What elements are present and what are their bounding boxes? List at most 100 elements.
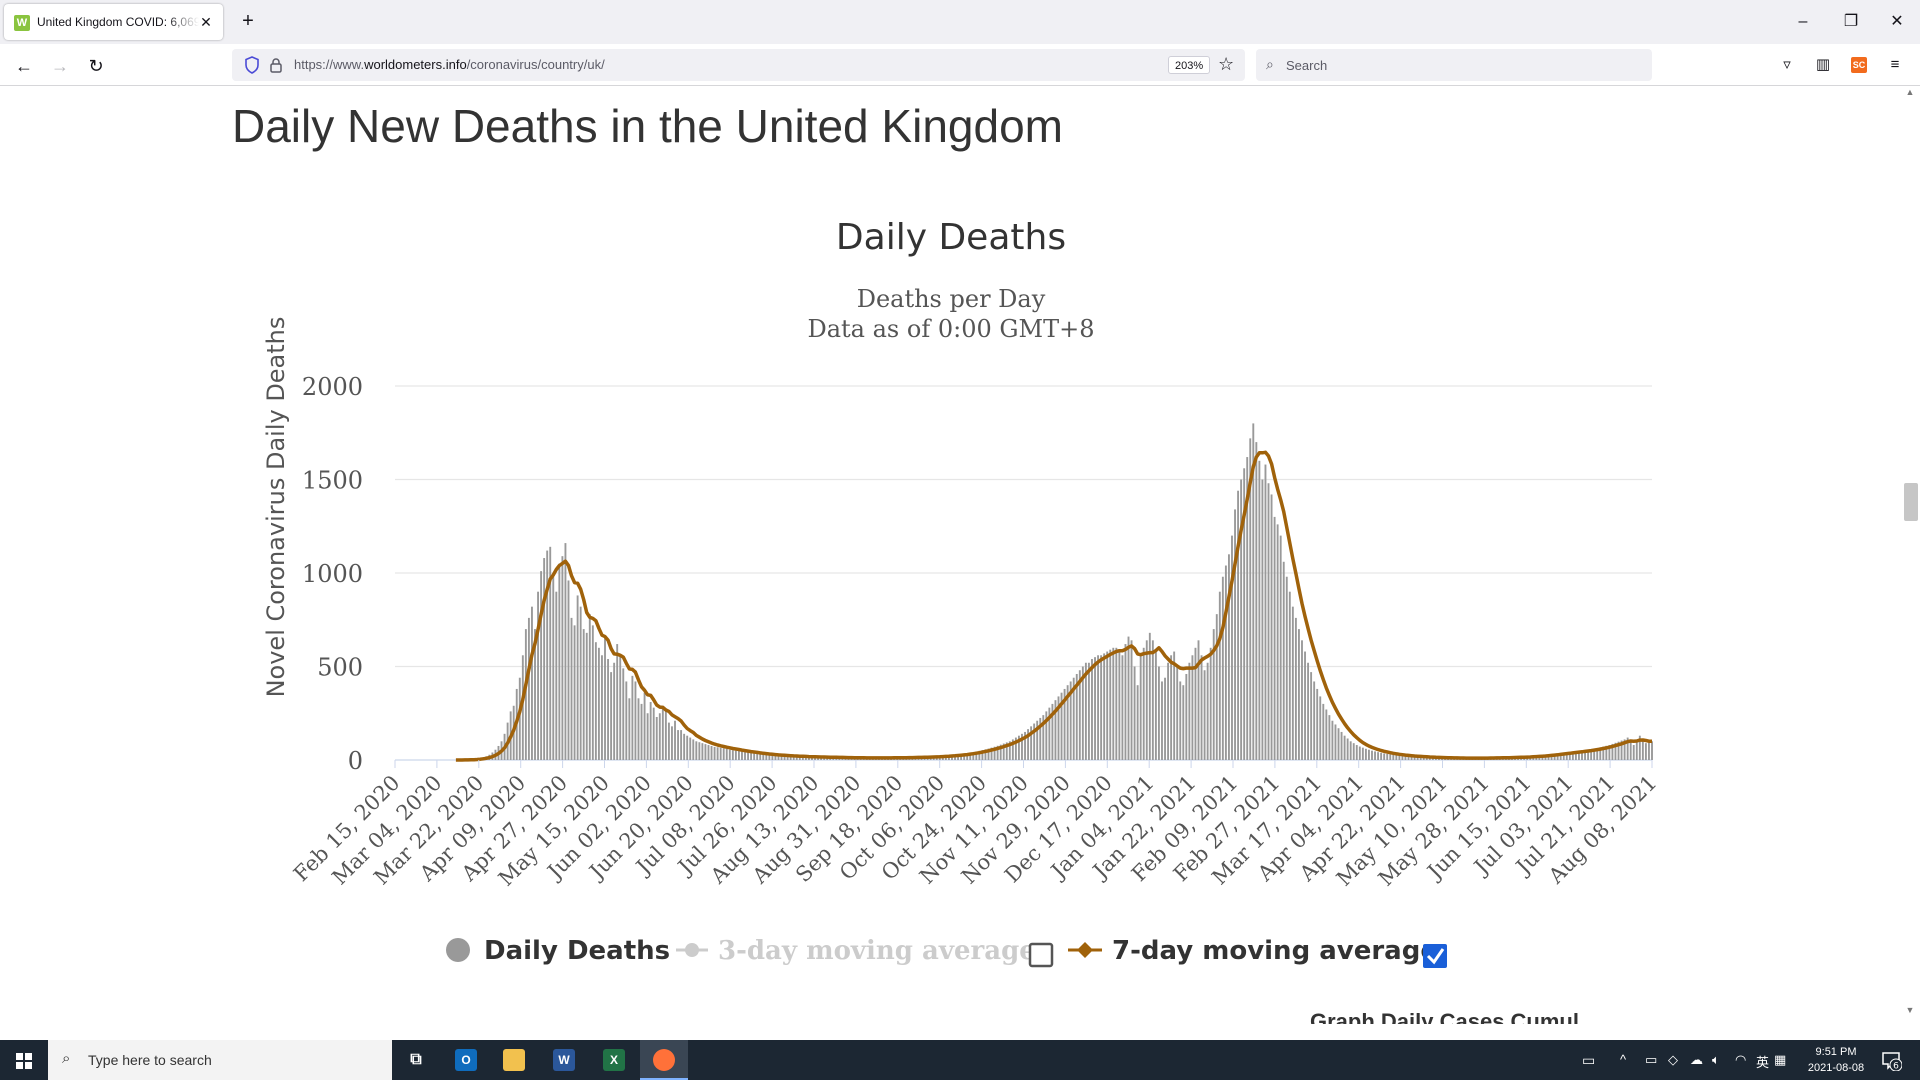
bar[interactable]: [652, 707, 655, 760]
padlock-icon[interactable]: [269, 57, 283, 73]
bar[interactable]: [674, 720, 676, 760]
bar[interactable]: [573, 625, 576, 760]
bar[interactable]: [1270, 494, 1273, 760]
bar[interactable]: [972, 752, 975, 760]
restore-window-button[interactable]: ❐: [1843, 13, 1859, 30]
bar[interactable]: [1161, 681, 1163, 760]
close-window-button[interactable]: ✕: [1890, 13, 1904, 30]
bar[interactable]: [1565, 752, 1568, 760]
forward-arrow-icon[interactable]: →: [51, 56, 69, 76]
url-text[interactable]: https://www.worldometers.info/coronaviru…: [294, 57, 605, 72]
bar[interactable]: [1224, 565, 1227, 760]
toggle-7-day-checkbox[interactable]: [1423, 944, 1447, 968]
bar[interactable]: [1206, 662, 1209, 760]
bar[interactable]: [689, 737, 692, 760]
bar[interactable]: [1401, 755, 1404, 760]
bar[interactable]: [661, 705, 664, 760]
bar[interactable]: [1063, 688, 1066, 760]
bar[interactable]: [524, 629, 527, 760]
bar[interactable]: [716, 747, 719, 760]
bar[interactable]: [811, 757, 813, 760]
bar[interactable]: [1361, 747, 1364, 760]
bar[interactable]: [1285, 576, 1288, 760]
bar[interactable]: [649, 702, 652, 760]
bar[interactable]: [1322, 703, 1325, 760]
bar[interactable]: [1255, 442, 1258, 760]
bar[interactable]: [1221, 576, 1224, 760]
taskbar-excel[interactable]: X: [590, 1040, 638, 1080]
bar[interactable]: [1325, 709, 1328, 760]
scroll-up-arrow-icon[interactable]: ▲: [1905, 87, 1915, 97]
bar[interactable]: [1611, 743, 1614, 760]
bar[interactable]: [737, 751, 740, 760]
bar[interactable]: [1121, 655, 1124, 760]
bar[interactable]: [527, 617, 530, 760]
bar[interactable]: [1212, 629, 1215, 760]
bar[interactable]: [707, 745, 710, 760]
bar[interactable]: [1005, 742, 1008, 760]
vertical-scroll-thumb[interactable]: [1904, 483, 1918, 521]
bar[interactable]: [1602, 746, 1605, 760]
bar[interactable]: [1596, 748, 1599, 760]
bar[interactable]: [981, 750, 984, 760]
bar[interactable]: [957, 754, 960, 760]
bar[interactable]: [1413, 756, 1416, 760]
bar[interactable]: [695, 741, 698, 760]
bar[interactable]: [963, 753, 966, 760]
bar[interactable]: [1562, 752, 1565, 760]
bar[interactable]: [1559, 753, 1562, 760]
bar[interactable]: [1228, 554, 1230, 760]
bar[interactable]: [1383, 753, 1386, 760]
bar[interactable]: [546, 550, 549, 760]
bar[interactable]: [1392, 754, 1395, 760]
bar[interactable]: [1581, 750, 1583, 760]
bar[interactable]: [1142, 647, 1145, 760]
bar[interactable]: [1346, 738, 1349, 760]
bar[interactable]: [1112, 647, 1115, 760]
bar[interactable]: [759, 754, 762, 760]
bar[interactable]: [698, 742, 701, 760]
bar[interactable]: [1374, 751, 1376, 760]
taskbar-clock[interactable]: 9:51 PM 2021-08-08: [1786, 1044, 1886, 1076]
bar[interactable]: [1136, 685, 1139, 760]
legend-item-7-day-average[interactable]: 7-day moving average: [1068, 936, 1438, 966]
tab-worldometers[interactable]: W United Kingdom COVID: 6,069,3 ✕: [4, 4, 223, 40]
bar[interactable]: [777, 755, 780, 760]
bar[interactable]: [990, 747, 993, 760]
bar[interactable]: [1623, 739, 1626, 760]
bar[interactable]: [1048, 707, 1051, 760]
bar[interactable]: [798, 756, 801, 760]
bar[interactable]: [1194, 647, 1197, 760]
bar[interactable]: [1045, 711, 1048, 760]
taskbar-search-box[interactable]: ⌕ Type here to search: [48, 1040, 392, 1080]
bar[interactable]: [1267, 483, 1270, 760]
bar[interactable]: [1334, 724, 1337, 760]
bar[interactable]: [1084, 662, 1087, 760]
bar[interactable]: [789, 756, 792, 760]
bar[interactable]: [1124, 644, 1127, 760]
bar[interactable]: [1587, 749, 1590, 760]
bar[interactable]: [1039, 717, 1042, 760]
taskbar-file-explorer[interactable]: [490, 1040, 538, 1080]
bar[interactable]: [567, 580, 570, 760]
bar[interactable]: [741, 751, 743, 760]
bar[interactable]: [591, 625, 594, 760]
bar[interactable]: [768, 754, 771, 760]
bar[interactable]: [1008, 741, 1011, 760]
bar[interactable]: [756, 753, 759, 760]
bar[interactable]: [1291, 606, 1294, 760]
tracking-protection-shield-icon[interactable]: [244, 56, 260, 74]
bar[interactable]: [1331, 720, 1334, 760]
bar[interactable]: [960, 754, 963, 760]
bar[interactable]: [1638, 735, 1641, 760]
bar[interactable]: [1072, 677, 1075, 760]
bar[interactable]: [1051, 703, 1054, 760]
hamburger-menu-icon[interactable]: ≡: [1890, 56, 1900, 73]
bar[interactable]: [561, 556, 564, 760]
bar[interactable]: [1368, 749, 1370, 760]
bar[interactable]: [1054, 700, 1057, 760]
series-line-7-day[interactable]: [455, 450, 1652, 762]
bar[interactable]: [1127, 636, 1130, 760]
notification-center-icon[interactable]: 6: [1880, 1049, 1902, 1071]
pocket-icon[interactable]: ▿: [1783, 56, 1791, 73]
